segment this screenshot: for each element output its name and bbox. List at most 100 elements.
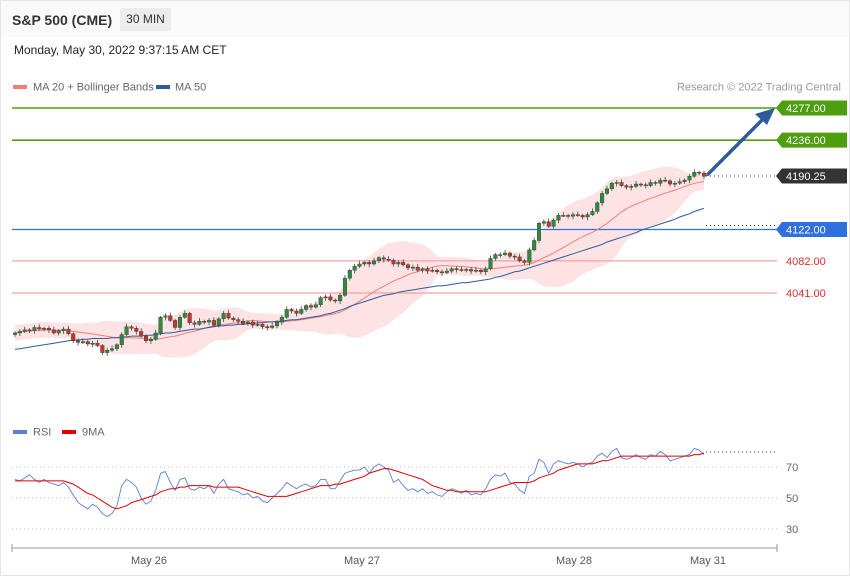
- bullish-candle: [449, 268, 454, 272]
- bullish-candle: [347, 270, 352, 279]
- bearish-candle: [250, 321, 255, 326]
- bearish-candle: [308, 305, 313, 308]
- bullish-candle: [372, 260, 377, 265]
- bearish-candle: [192, 322, 197, 325]
- bearish-candle: [439, 271, 444, 274]
- bullish-candle: [677, 181, 682, 184]
- bullish-candle: [275, 321, 280, 327]
- bullish-candle: [177, 317, 182, 328]
- bullish-candle: [304, 305, 309, 310]
- bullish-candle: [148, 339, 153, 342]
- bullish-candle: [279, 317, 284, 323]
- bullish-candle: [110, 348, 115, 351]
- copyright-credit: Research © 2022 Trading Central: [677, 82, 841, 94]
- x-axis-label: May 27: [344, 555, 380, 567]
- bullish-candle: [197, 321, 202, 325]
- bearish-candle: [522, 260, 527, 263]
- bollinger-band-area: [15, 166, 704, 358]
- bullish-candle: [158, 317, 163, 334]
- bullish-candle: [585, 214, 590, 218]
- bearish-candle: [702, 172, 707, 177]
- bearish-candle: [168, 315, 173, 321]
- bearish-candle: [624, 185, 629, 188]
- ma50-legend-swatch: [156, 85, 170, 89]
- bullish-candle: [532, 240, 537, 251]
- rsi-line: [14, 447, 705, 518]
- bearish-candle: [95, 342, 100, 346]
- bearish-candle: [406, 264, 411, 269]
- ma50-line: [14, 207, 705, 350]
- bullish-candle: [551, 219, 556, 227]
- target-arrow-shaft: [706, 115, 767, 176]
- bearish-candle: [211, 320, 216, 326]
- bearish-candle: [51, 329, 56, 334]
- ma9-legend-label: 9MA: [82, 427, 105, 439]
- bearish-candle: [100, 345, 105, 353]
- x-axis-label: May 31: [690, 555, 726, 567]
- bullish-candle: [420, 268, 425, 271]
- bullish-candle: [61, 328, 66, 331]
- bullish-candle: [90, 342, 95, 345]
- candlesticks: [12, 169, 707, 356]
- timeframe-selector[interactable]: 30 MIN: [120, 8, 171, 31]
- bullish-candle: [609, 183, 614, 189]
- bullish-candle: [527, 249, 532, 263]
- bullish-candle: [221, 313, 226, 320]
- moving-averages: [14, 181, 705, 350]
- resistance-label: 4236.00: [786, 135, 826, 147]
- x-axis-label: May 26: [131, 555, 167, 567]
- bullish-candle: [604, 188, 609, 194]
- bullish-candle: [600, 193, 605, 204]
- bullish-candle: [114, 344, 119, 349]
- bearish-candle: [546, 221, 551, 227]
- bullish-candle: [338, 295, 343, 302]
- bullish-candle: [590, 211, 595, 215]
- bearish-candle: [333, 299, 338, 302]
- bullish-candle: [483, 268, 488, 273]
- resistance-label-tag: [776, 100, 847, 116]
- bearish-candle: [668, 180, 673, 185]
- bearish-candle: [512, 255, 517, 258]
- bearish-candle: [231, 317, 236, 320]
- bearish-candle: [386, 259, 391, 261]
- bearish-candle: [241, 321, 246, 324]
- bullish-candle: [119, 334, 124, 345]
- bullish-candle: [124, 326, 129, 335]
- top-bar: S&P 500 (CME) 30 MIN: [1, 1, 849, 37]
- rsi-panel: 70 50 30: [12, 447, 798, 536]
- pivot-label-tag: [776, 222, 847, 238]
- bearish-candle: [46, 328, 51, 331]
- bearish-candle: [265, 326, 270, 328]
- bullish-candle: [473, 270, 478, 272]
- bullish-candle: [570, 214, 575, 217]
- bullish-candle: [682, 179, 687, 182]
- rsi-tick-label: 70: [786, 462, 798, 474]
- bullish-candle: [17, 331, 22, 334]
- bollinger-band: [15, 166, 704, 358]
- bearish-candle: [425, 268, 430, 272]
- rsi-legend-swatch: [13, 430, 27, 434]
- bearish-candle: [653, 182, 658, 184]
- bearish-candle: [454, 268, 459, 270]
- target-arrow-head: [755, 108, 775, 125]
- ma20-legend-swatch: [13, 85, 27, 89]
- bullish-candle: [357, 263, 362, 267]
- ma20-legend-label: MA 20 + Bollinger Bands: [33, 82, 154, 94]
- resistance-label: 4277.00: [786, 103, 826, 115]
- bearish-candle: [638, 183, 643, 186]
- bearish-candle: [202, 321, 207, 323]
- bullish-candle: [410, 266, 415, 269]
- last-price-label-tag: [776, 168, 847, 184]
- bullish-candle: [42, 328, 47, 330]
- bearish-candle: [37, 327, 42, 330]
- bearish-candle: [435, 270, 440, 273]
- bearish-candle: [575, 214, 580, 216]
- bearish-candle: [566, 215, 571, 217]
- bullish-candle: [32, 327, 37, 331]
- bullish-candle: [498, 254, 503, 256]
- bearish-candle: [328, 296, 333, 301]
- bullish-candle: [22, 329, 27, 332]
- bearish-candle: [260, 324, 265, 327]
